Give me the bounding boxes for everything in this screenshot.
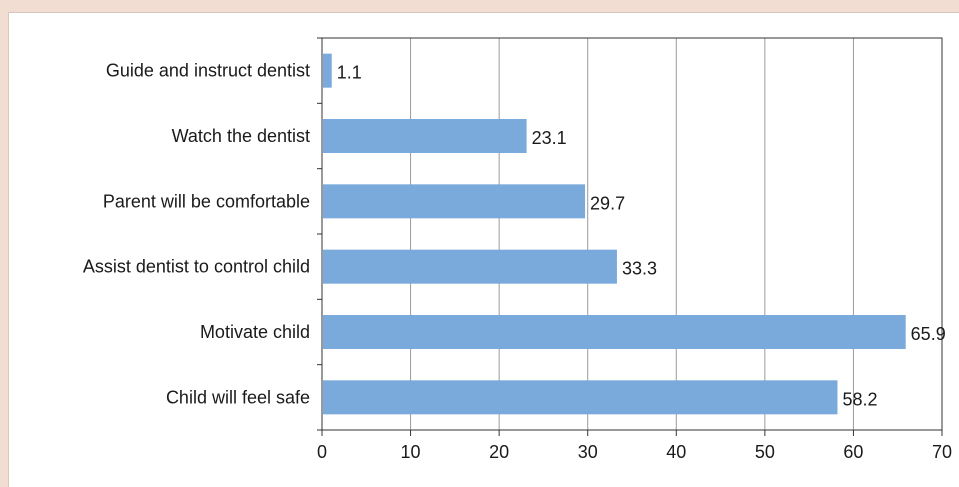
value-label-4: 65.9 <box>911 324 946 344</box>
category-label-2: Parent will be comfortable <box>103 191 310 211</box>
bar-4 <box>323 315 906 349</box>
bar-5 <box>323 380 838 415</box>
category-label-0: Guide and instruct dentist <box>106 61 310 81</box>
x-tick-label-0: 0 <box>317 442 327 462</box>
x-tick-label-10: 10 <box>401 442 421 462</box>
category-label-3: Assist dentist to control child <box>83 257 310 277</box>
value-label-2: 29.7 <box>590 193 625 213</box>
category-label-4: Motivate child <box>200 322 310 342</box>
value-label-1: 23.1 <box>532 128 567 148</box>
x-tick-label-50: 50 <box>755 442 775 462</box>
bar-0 <box>323 53 332 88</box>
value-label-0: 1.1 <box>337 63 362 83</box>
bar-3 <box>323 249 617 284</box>
x-tick-label-40: 40 <box>666 442 686 462</box>
x-tick-label-20: 20 <box>489 442 509 462</box>
category-label-1: Watch the dentist <box>172 126 310 146</box>
plot-frame <box>321 37 943 431</box>
x-tick-label-60: 60 <box>843 442 863 462</box>
value-label-3: 33.3 <box>622 259 657 279</box>
bar-1 <box>323 119 527 153</box>
bar-2 <box>323 184 586 219</box>
x-tick-label-30: 30 <box>578 442 598 462</box>
category-label-5: Child will feel safe <box>166 387 310 407</box>
value-label-5: 58.2 <box>842 389 877 409</box>
x-tick-label-70: 70 <box>932 442 952 462</box>
